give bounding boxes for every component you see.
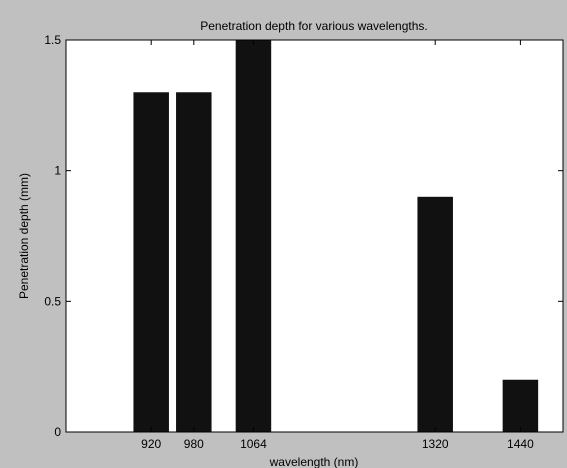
chart-title: Penetration depth for various wavelength… <box>200 19 427 33</box>
y-axis-label: Penetration depth (mm) <box>17 173 31 299</box>
bar-1064 <box>235 40 272 432</box>
bar-920 <box>133 92 169 433</box>
bar-1320 <box>417 196 453 432</box>
x-tick-label: 1064 <box>240 437 267 451</box>
x-tick-label: 920 <box>141 437 161 451</box>
y-tick-label: 0.5 <box>44 294 61 308</box>
axes-box <box>65 39 564 433</box>
bars-group <box>133 40 539 433</box>
x-tick-label: 1440 <box>507 437 534 451</box>
ticks-group: 920 980 1064 1320 1440 0 0.5 1 1.5 <box>44 33 563 451</box>
x-axis-label: wavelength (nm) <box>269 455 359 468</box>
x-tick-label: 980 <box>184 437 204 451</box>
y-tick-label: 1.5 <box>44 33 61 47</box>
y-tick-label: 1 <box>54 164 61 178</box>
bar-980 <box>176 92 212 433</box>
x-tick-label: 1320 <box>422 437 449 451</box>
bar-1440 <box>502 379 539 432</box>
y-tick-label: 0 <box>54 425 61 439</box>
